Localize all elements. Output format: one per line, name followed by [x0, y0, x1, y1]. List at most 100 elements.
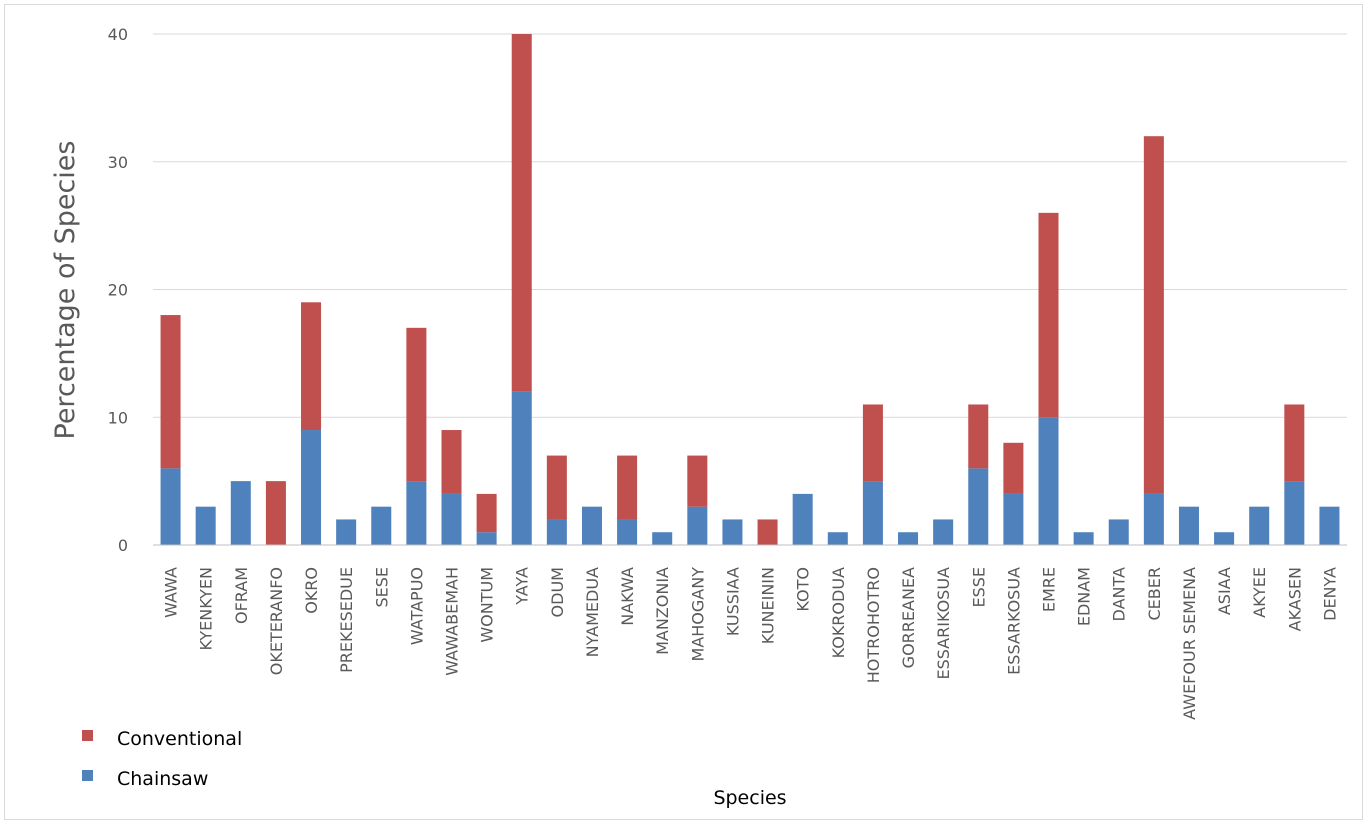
x-tick-label: HOTROHOTRO	[864, 567, 883, 683]
x-tick-label: SESE	[372, 567, 391, 608]
y-tick-label: 10	[108, 408, 128, 427]
bar-conventional-okro	[301, 302, 322, 431]
x-tick-label: KUSSIAA	[723, 567, 742, 636]
bar-chainsaw-hotrohotro	[862, 481, 883, 545]
x-tick-label: CEBER	[1145, 567, 1164, 620]
legend: Conventional Chainsaw	[82, 728, 242, 790]
bar-conventional-nakwa	[617, 455, 638, 520]
x-tick-label: EDNAM	[1075, 567, 1094, 626]
bar-chainsaw-mahogany	[687, 506, 708, 545]
y-tick-label: 20	[108, 281, 128, 300]
bar-chainsaw-kokrodua	[827, 532, 848, 545]
bar-conventional-mahogany	[687, 455, 708, 507]
legend-swatch-chainsaw	[82, 770, 93, 781]
bar-conventional-wawabemah	[441, 430, 462, 494]
legend-label-conventional: Conventional	[117, 728, 242, 750]
x-tick-label: ESSARKOSUA	[1004, 567, 1023, 675]
bar-chainsaw-watapuo	[406, 481, 427, 545]
x-tick-label: ODUM	[548, 567, 567, 617]
bar-conventional-hotrohotro	[862, 404, 883, 482]
bar-chainsaw-yaya	[511, 391, 532, 545]
bar-chainsaw-danta	[1108, 519, 1129, 545]
bar-chainsaw-prekesedue	[336, 519, 357, 545]
bar-chainsaw-nakwa	[617, 519, 638, 545]
bar-chainsaw-akasen	[1284, 481, 1305, 545]
bar-chainsaw-ednam	[1073, 532, 1094, 545]
x-tick-label: KOTO	[794, 567, 813, 612]
bar-conventional-wontum	[476, 493, 497, 533]
bars	[160, 34, 1340, 545]
x-tick-label: WAWABEMAH	[443, 567, 462, 676]
bar-conventional-yaya	[511, 34, 532, 392]
bar-chainsaw-essarkosua	[1003, 493, 1024, 545]
x-tick-label: OKETERANFO	[267, 567, 286, 675]
bar-conventional-wawa	[160, 315, 181, 469]
x-tick-label: AKASEN	[1285, 567, 1304, 631]
x-tick-label: WAWA	[162, 567, 181, 618]
x-tick-label: ASIAA	[1215, 567, 1234, 615]
bar-conventional-essarkosua	[1003, 442, 1024, 494]
x-tick-label: MANZONIA	[653, 567, 672, 655]
x-tick-label: NYAMEDUA	[583, 567, 602, 657]
y-tick-label: 0	[118, 536, 128, 555]
bar-chainsaw-denya	[1319, 506, 1340, 545]
x-tick-label: AKYEE	[1250, 567, 1269, 618]
x-tick-label: KYENKYEN	[197, 567, 216, 651]
x-tick-label: DENYA	[1320, 567, 1339, 621]
x-tick-label: DANTA	[1110, 567, 1129, 621]
bar-conventional-ceber	[1143, 136, 1164, 494]
bar-chainsaw-sese	[371, 506, 392, 545]
bar-conventional-watapuo	[406, 327, 427, 482]
x-tick-label: OKRO	[302, 567, 321, 614]
bar-conventional-esse	[968, 404, 989, 469]
x-tick-label: WATAPUO	[407, 567, 426, 645]
bar-chainsaw-emre	[1038, 417, 1059, 545]
bar-conventional-oketeranfo	[265, 481, 286, 545]
bar-chainsaw-awefour-semena	[1178, 506, 1199, 545]
bar-conventional-emre	[1038, 212, 1059, 418]
bar-chainsaw-kyenkyen	[195, 506, 216, 545]
x-tick-label: YAYA	[513, 567, 532, 606]
gridlines	[153, 33, 1347, 418]
bar-chainsaw-asiaa	[1214, 532, 1235, 545]
x-tick-label: MAHOGANY	[688, 567, 707, 662]
chart-frame	[4, 4, 1363, 820]
bar-chainsaw-wawabemah	[441, 493, 462, 545]
x-tick-label: AWEFOUR SEMENA	[1180, 567, 1199, 720]
legend-label-chainsaw: Chainsaw	[117, 768, 208, 790]
x-tick-label: PREKESEDUE	[337, 567, 356, 673]
bar-chainsaw-odum	[546, 519, 567, 545]
y-axis-ticks: 0 10 20 30 40	[108, 25, 128, 555]
x-tick-label: KOKRODUA	[829, 567, 848, 658]
bar-conventional-odum	[546, 455, 567, 520]
bar-chainsaw-ceber	[1143, 493, 1164, 545]
bar-chainsaw-wontum	[476, 532, 497, 545]
x-tick-label: WONTUM	[478, 567, 497, 643]
legend-swatch-conventional	[82, 730, 93, 741]
x-axis-label: Species	[713, 787, 786, 809]
bar-chainsaw-essarikosua	[933, 519, 954, 545]
x-tick-label: ESSE	[969, 567, 988, 608]
bar-chainsaw-wawa	[160, 468, 181, 545]
y-tick-label: 40	[108, 25, 128, 44]
bar-chainsaw-ofram	[230, 481, 251, 545]
bar-chainsaw-okro	[301, 430, 322, 545]
x-tick-label: NAKWA	[618, 567, 637, 626]
bar-chainsaw-nyamedua	[581, 506, 602, 545]
x-axis-ticks: WAWA KYENKYEN OFRAM OKETERANFO OKRO PREKESEDU…	[162, 567, 1340, 720]
bar-conventional-akasen	[1284, 404, 1305, 482]
bar-chainsaw-kussiaa	[722, 519, 743, 545]
bar-conventional-kuneinin	[757, 519, 778, 545]
bar-chainsaw-manzonia	[652, 532, 673, 545]
y-axis-label: Percentage of Species	[50, 141, 81, 440]
x-tick-label: KUNEININ	[759, 567, 778, 644]
x-tick-label: EMRE	[1040, 567, 1059, 612]
x-tick-label: OFRAM	[232, 567, 251, 624]
bar-chainsaw-esse	[968, 468, 989, 545]
y-tick-label: 30	[108, 153, 128, 172]
x-tick-label: ESSARIKOSUA	[934, 567, 953, 680]
bar-chainsaw-koto	[792, 493, 813, 545]
bar-chainsaw-akyee	[1249, 506, 1270, 545]
x-tick-label: GORREANEA	[899, 567, 918, 668]
